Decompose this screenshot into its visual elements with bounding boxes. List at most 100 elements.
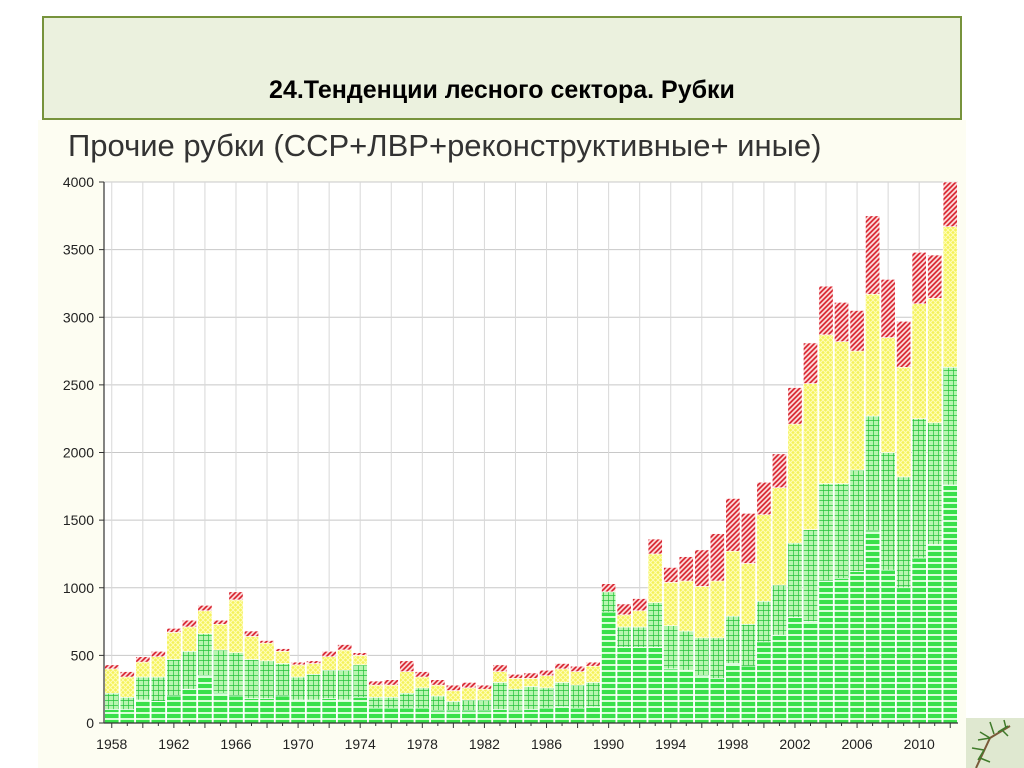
bar-segment-yellow-hatch-1984	[508, 678, 523, 690]
bar-segment-red-hatch-2007	[865, 215, 881, 295]
y-tick-label: 4000	[63, 174, 94, 190]
bar-segment-green-grid-1975	[368, 697, 384, 709]
bar-segment-yellow-hatch-1961	[150, 656, 166, 678]
bar-segment-red-hatch-2003	[803, 342, 818, 384]
bar-segment-red-hatch-1990	[601, 583, 617, 593]
bar-segment-green-grid-1967	[244, 659, 259, 699]
bar-segment-yellow-hatch-1999	[740, 563, 756, 625]
bar-segment-yellow-hatch-2006	[849, 350, 865, 471]
bar-segment-green-striped-2009	[896, 587, 912, 724]
bar-segment-red-hatch-1963	[181, 619, 197, 628]
bar-segment-red-hatch-1992	[632, 598, 648, 612]
bar-segment-green-striped-2002	[787, 617, 803, 724]
bar-segment-yellow-hatch-2011	[927, 298, 943, 424]
bar-segment-green-striped-1979	[430, 710, 446, 724]
y-tick-label: 1000	[63, 580, 94, 596]
bar-segment-green-grid-1985	[523, 686, 539, 710]
bar-segment-yellow-hatch-1966	[228, 599, 244, 653]
bar-segment-yellow-hatch-1987	[554, 668, 570, 683]
x-tick-label: 1998	[717, 736, 748, 752]
bar-segment-green-grid-1994	[663, 625, 679, 670]
bar-segment-green-grid-1993	[647, 602, 663, 648]
bar-segment-yellow-hatch-1979	[430, 684, 446, 697]
x-tick-label: 1970	[283, 736, 314, 752]
bar-segment-yellow-hatch-1991	[616, 614, 632, 628]
bar-segment-yellow-hatch-2010	[911, 303, 927, 419]
bar-segment-yellow-hatch-1993	[647, 553, 663, 603]
bar-segment-red-hatch-1979	[430, 679, 446, 686]
bar-segment-green-grid-2011	[927, 422, 943, 545]
bar-segment-green-grid-1996	[694, 637, 710, 676]
bar-segment-green-striped-1991	[616, 646, 632, 724]
bar-segment-green-striped-2007	[865, 530, 881, 724]
x-tick-label: 1958	[96, 736, 127, 752]
bar-segment-green-striped-1980	[445, 710, 461, 724]
bar-segment-green-striped-1985	[523, 709, 539, 724]
x-tick-label: 1962	[158, 736, 189, 752]
bar-segment-green-striped-1975	[368, 707, 384, 724]
bar-segment-green-striped-1982	[476, 710, 492, 724]
bar-segment-red-hatch-1994	[663, 567, 679, 583]
bar-segment-green-grid-1959	[119, 697, 135, 710]
bar-segment-red-hatch-1987	[554, 663, 570, 670]
bar-segment-green-striped-1973	[337, 699, 353, 724]
bar-segment-yellow-hatch-1963	[181, 626, 197, 652]
bar-segment-red-hatch-1967	[244, 630, 259, 637]
bar-segment-red-hatch-1993	[647, 538, 663, 555]
y-tick-label: 500	[71, 647, 95, 663]
bar-segment-green-striped-1996	[694, 675, 710, 724]
bar-segment-green-striped-2012	[942, 484, 958, 724]
bar-segment-yellow-hatch-2009	[896, 366, 912, 478]
bar-segment-green-striped-1989	[585, 706, 601, 724]
bar-segment-green-grid-1966	[228, 652, 244, 697]
bar-segment-green-grid-2005	[834, 483, 849, 579]
bar-segment-yellow-hatch-1968	[259, 642, 275, 662]
bar-segment-red-hatch-1997	[709, 533, 725, 582]
bar-segment-red-hatch-2001	[771, 453, 787, 488]
bar-segment-yellow-hatch-1973	[337, 649, 353, 671]
bar-segment-red-hatch-1973	[337, 644, 353, 651]
bar-segment-green-striped-2006	[849, 571, 865, 724]
bar-segment-red-hatch-1981	[461, 682, 477, 689]
bar-segment-green-striped-2003	[803, 621, 818, 724]
bar-segment-red-hatch-1972	[321, 651, 337, 658]
bar-segment-yellow-hatch-2012	[942, 226, 958, 368]
x-tick-label: 1982	[469, 736, 500, 752]
bar-segment-green-striped-1965	[213, 692, 228, 724]
bar-segment-green-grid-1970	[290, 676, 306, 701]
bar-segment-red-hatch-2006	[849, 310, 865, 352]
bar-segment-green-grid-1982	[476, 699, 492, 712]
bar-segment-green-grid-1963	[181, 651, 197, 690]
y-tick-label: 3500	[63, 242, 94, 258]
x-tick-label: 1966	[220, 736, 251, 752]
bar-segment-red-hatch-2008	[880, 279, 896, 338]
bar-segment-green-grid-2010	[911, 418, 927, 559]
bar-segment-green-striped-1983	[492, 709, 508, 724]
bar-segment-green-grid-1979	[430, 695, 446, 712]
bar-segment-green-grid-1980	[445, 701, 461, 712]
y-tick-label: 2000	[63, 445, 94, 461]
y-tick-label: 1500	[63, 512, 94, 528]
bar-segment-red-hatch-2011	[927, 254, 943, 299]
bar-segment-green-striped-2004	[818, 580, 834, 724]
bar-segment-green-grid-1965	[213, 649, 228, 694]
bar-segment-green-grid-1974	[352, 664, 368, 698]
bar-segment-green-grid-1983	[492, 682, 508, 710]
bar-segment-yellow-hatch-1986	[539, 675, 554, 689]
bar-segment-green-grid-2003	[803, 529, 818, 622]
bar-segment-yellow-hatch-1992	[632, 610, 648, 628]
bar-segment-yellow-hatch-2001	[771, 487, 787, 586]
bar-segment-green-grid-1960	[135, 676, 151, 701]
bar-segment-yellow-hatch-1983	[492, 671, 508, 683]
chart-area: 0 500 1000 1500 2000 2500 3000 3500 4000 1958 1962…	[38, 120, 966, 768]
bar-segment-yellow-hatch-1971	[306, 663, 322, 675]
bar-segment-green-striped-1999	[740, 665, 756, 724]
bar-segment-yellow-hatch-1995	[678, 580, 694, 632]
bar-segment-red-hatch-1985	[523, 672, 539, 679]
bar-segment-red-hatch-1970	[290, 661, 306, 666]
bar-segment-yellow-hatch-2003	[803, 383, 818, 530]
bar-segment-green-grid-2012	[942, 366, 958, 486]
x-tick-label: 2002	[779, 736, 810, 752]
bar-segment-green-grid-1968	[259, 660, 275, 699]
bar-segment-green-striped-1963	[181, 688, 197, 724]
